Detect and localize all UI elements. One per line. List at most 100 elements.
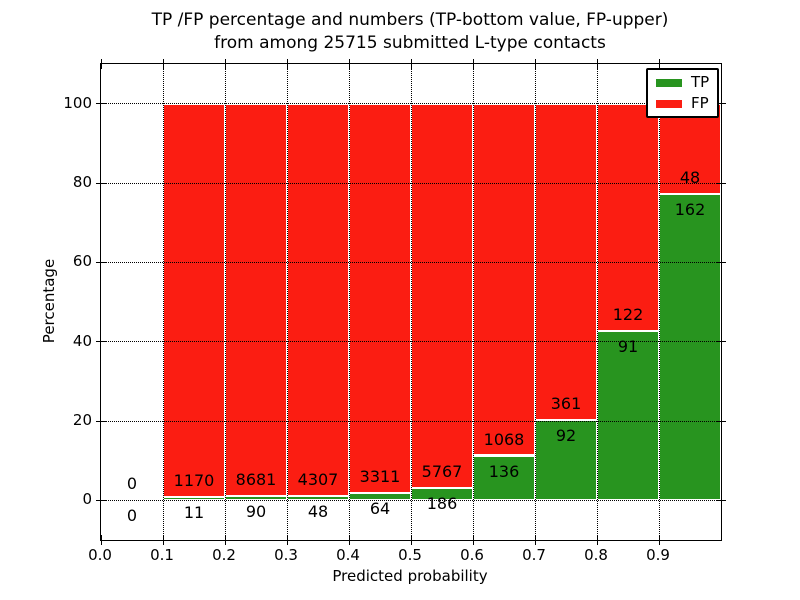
x-tick-label: 0.5 <box>398 546 422 564</box>
y-tick-mark <box>96 499 106 501</box>
x-tick-label: 0.0 <box>88 546 112 564</box>
x-tick-mark <box>410 535 412 545</box>
fp-bar-segment <box>349 103 411 493</box>
x-tick-mark <box>348 535 350 545</box>
tp-count-label: 11 <box>183 502 205 522</box>
x-tick-label: 0.3 <box>274 546 298 564</box>
x-tick-label: 0.1 <box>150 546 174 564</box>
fp-count-label: 8681 <box>235 470 277 490</box>
chart-title: TP /FP percentage and numbers (TP-bottom… <box>100 9 720 55</box>
legend: TP FP <box>646 68 720 118</box>
chart-title-line1: TP /FP percentage and numbers (TP-bottom… <box>151 10 669 30</box>
tp-count-label: 92 <box>555 425 577 445</box>
y-tick-label: 60 <box>72 252 92 271</box>
legend-label-fp: FP <box>691 94 709 112</box>
x-tick-mark <box>534 535 536 545</box>
x-tick-mark-top <box>224 59 226 69</box>
x-gridline <box>162 64 164 540</box>
x-tick-mark <box>286 535 288 545</box>
fp-count-label: 1170 <box>173 470 215 490</box>
plot-area: 0 0 1170 11 8681 90 4307 48 3311 64 5767 186 1068 136… <box>96 59 726 545</box>
legend-item-tp: TP <box>656 75 709 90</box>
x-tick-label: 0.9 <box>646 546 670 564</box>
y-tick-mark <box>96 103 106 105</box>
x-tick-mark <box>596 535 598 545</box>
legend-label-tp: TP <box>691 73 710 91</box>
fp-bar-segment <box>411 103 473 488</box>
fp-bar-segment <box>659 103 721 195</box>
y-tick-label: 0 <box>82 490 92 509</box>
y-tick-mark <box>96 182 106 184</box>
x-tick-mark <box>100 535 102 545</box>
x-tick-mark-top <box>658 59 660 69</box>
x-tick-label: 0.8 <box>584 546 608 564</box>
tp-count-label: 90 <box>245 502 267 522</box>
tp-count-label: 64 <box>369 498 391 518</box>
x-tick-mark-top <box>596 59 598 69</box>
x-gridline <box>658 64 660 540</box>
x-tick-mark <box>162 535 164 545</box>
y-tick-mark <box>96 420 106 422</box>
tp-count-label: 91 <box>617 336 639 356</box>
x-tick-mark <box>472 535 474 545</box>
y-tick-mark <box>96 261 106 263</box>
y-tick-label: 100 <box>63 93 92 112</box>
x-tick-label: 0.6 <box>460 546 484 564</box>
legend-item-fp: FP <box>656 96 709 111</box>
y-tick-label: 20 <box>72 411 92 429</box>
x-tick-label: 0.7 <box>522 546 546 564</box>
fp-bar-segment <box>225 103 287 497</box>
y-tick-mark-right <box>716 103 726 105</box>
y-tick-mark-right <box>716 499 726 501</box>
y-tick-mark-right <box>716 182 726 184</box>
x-tick-mark-top <box>286 59 288 69</box>
y-tick-mark-right <box>716 261 726 263</box>
fp-count-label: 1068 <box>483 429 525 449</box>
chart-title-line2: from among 25715 submitted L-type contac… <box>214 33 606 53</box>
fp-count-label: 4307 <box>297 469 339 489</box>
y-tick-mark-right <box>716 341 726 343</box>
x-gridline <box>224 64 226 540</box>
tp-bar-segment <box>659 194 721 501</box>
fp-count-label: 361 <box>550 393 582 413</box>
y-tick-label: 80 <box>72 173 92 191</box>
x-tick-mark-top <box>534 59 536 69</box>
fp-count-label: 122 <box>612 304 644 324</box>
x-gridline <box>286 64 288 540</box>
y-tick-label: 40 <box>72 331 92 350</box>
x-gridline <box>596 64 598 540</box>
x-tick-label: 0.2 <box>212 546 236 564</box>
x-axis-label: Predicted probability <box>332 567 488 585</box>
x-tick-mark-top <box>348 59 350 69</box>
x-tick-mark-top <box>410 59 412 69</box>
x-tick-mark-top <box>162 59 164 69</box>
x-gridline <box>472 64 474 540</box>
tp-bar-segment <box>473 455 535 501</box>
y-tick-mark-right <box>716 420 726 422</box>
x-tick-mark <box>224 535 226 545</box>
fp-bar-segment <box>287 103 349 496</box>
y-axis-label: Percentage <box>40 258 58 344</box>
fp-count-label: 0 <box>126 474 138 494</box>
tp-count-label: 48 <box>307 501 329 521</box>
tp-bar-segment <box>597 330 659 501</box>
x-tick-mark <box>658 535 660 545</box>
fp-count-label: 48 <box>679 168 701 188</box>
x-tick-mark-top <box>472 59 474 69</box>
x-tick-mark-top <box>100 59 102 69</box>
x-gridline <box>348 64 350 540</box>
x-gridline <box>534 64 536 540</box>
legend-swatch-fp <box>656 99 682 108</box>
fp-bar-segment <box>597 103 659 331</box>
tp-count-label: 136 <box>488 461 520 481</box>
fp-bar-segment <box>163 103 225 497</box>
tp-count-label: 0 <box>126 506 138 526</box>
fp-count-label: 5767 <box>421 461 463 481</box>
x-tick-label: 0.4 <box>336 546 360 564</box>
fp-bar-segment <box>473 103 535 456</box>
legend-swatch-tp <box>656 78 682 87</box>
x-gridline <box>410 64 412 540</box>
tp-count-label: 186 <box>426 493 458 513</box>
y-tick-mark <box>96 341 106 343</box>
